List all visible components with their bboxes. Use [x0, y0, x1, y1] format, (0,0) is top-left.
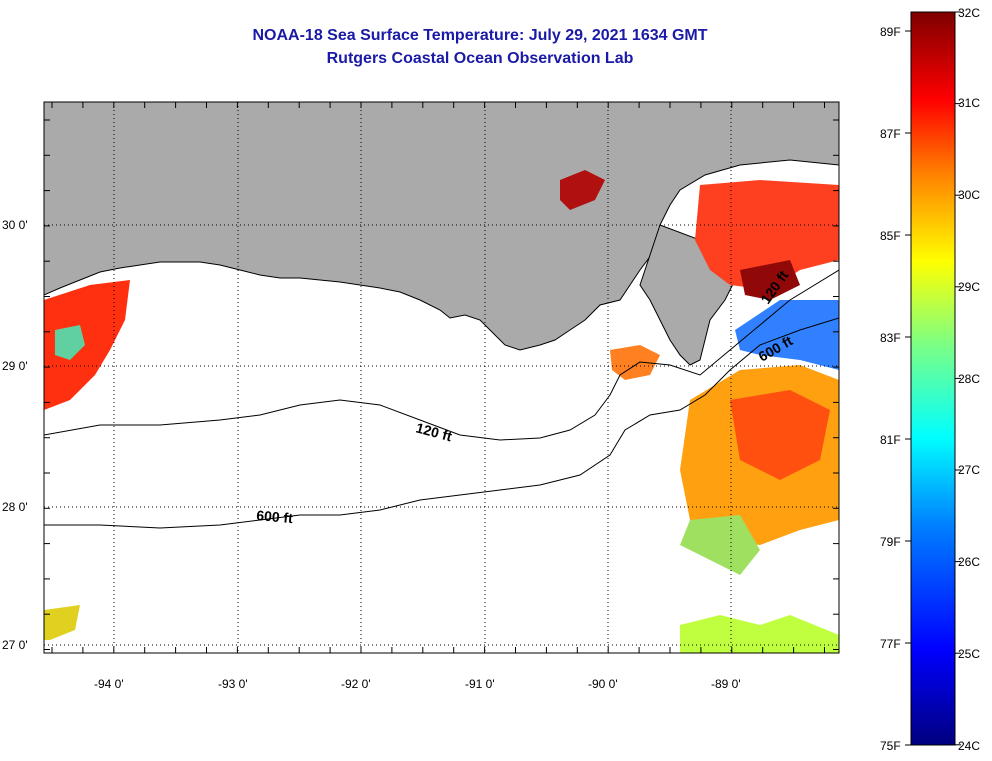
cb-c-26: 26C [958, 555, 981, 569]
sst-patch-east-core [730, 390, 830, 480]
contour-label-600ft: 600 ft [256, 507, 294, 526]
cb-c-29: 29C [958, 280, 981, 294]
cb-f-79: 79F [880, 535, 901, 549]
map-title: NOAA-18 Sea Surface Temperature: July 29… [252, 27, 708, 44]
cb-f-75: 75F [880, 739, 901, 753]
contour-600ft [44, 317, 839, 529]
lon-label-92: -92 0' [341, 677, 371, 691]
map-ticks [44, 102, 839, 653]
colorbar [910, 11, 956, 746]
lon-label-90: -90 0' [588, 677, 618, 691]
sst-patch-south [680, 615, 839, 653]
lat-label-29: 29 0' [2, 359, 28, 373]
lat-label-30: 30 0' [2, 218, 28, 232]
sst-patch-sw [44, 605, 80, 640]
sst-patch-ne-hot [740, 260, 800, 300]
contour-120ft [44, 269, 839, 441]
cb-c-32: 32C [958, 6, 981, 20]
cb-c-24: 24C [958, 739, 981, 753]
land-mass [44, 102, 839, 351]
cb-c-25: 25C [958, 647, 981, 661]
map-subtitle: Rutgers Coastal Ocean Observation Lab [326, 50, 634, 67]
lon-label-94: -94 0' [94, 677, 124, 691]
cb-f-81: 81F [880, 433, 901, 447]
lat-label-27: 27 0' [2, 638, 28, 652]
cb-c-28: 28C [958, 372, 981, 386]
cb-c-30: 30C [958, 188, 981, 202]
lat-label-28: 28 0' [2, 500, 28, 514]
cb-c-31: 31C [958, 96, 981, 110]
cb-f-87: 87F [880, 127, 901, 141]
sst-patch-lake [560, 170, 605, 210]
cb-f-89: 89F [880, 25, 901, 39]
lon-label-89: -89 0' [711, 677, 741, 691]
sst-patch-west-inner [55, 325, 85, 360]
sst-patch-coast [610, 345, 660, 380]
cb-f-77: 77F [880, 637, 901, 651]
cb-f-85: 85F [880, 229, 901, 243]
map-frame [43, 101, 840, 654]
grid-lines [44, 102, 839, 653]
sst-patch-east-edge [680, 515, 760, 575]
lon-label-91: -91 0' [465, 677, 495, 691]
colorbar-ticks [905, 11, 961, 746]
lon-label-93: -93 0' [218, 677, 248, 691]
cb-f-83: 83F [880, 331, 901, 345]
sst-patch-west [44, 280, 130, 410]
cb-c-27: 27C [958, 463, 981, 477]
